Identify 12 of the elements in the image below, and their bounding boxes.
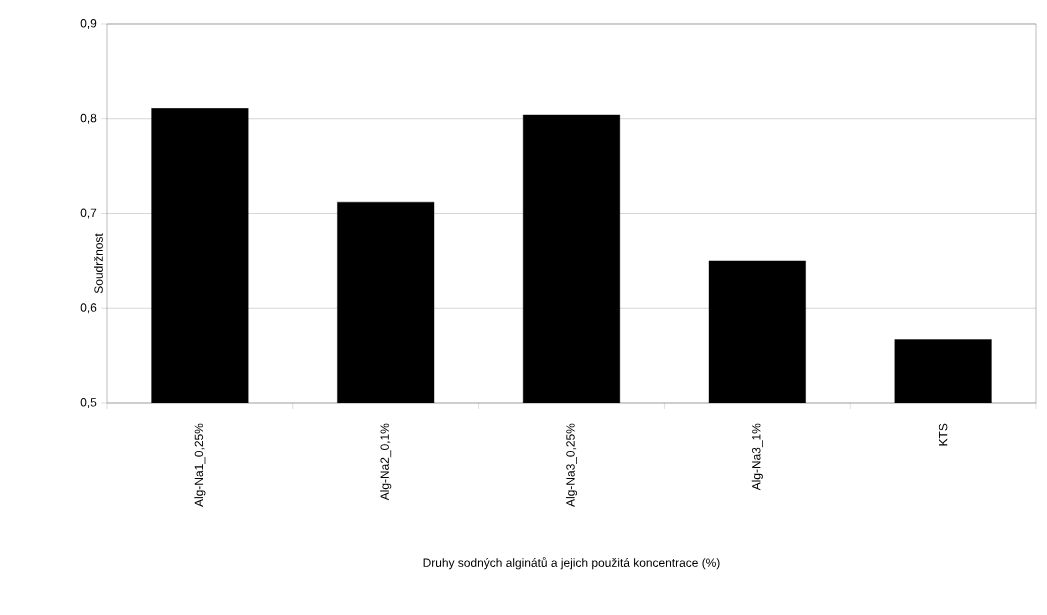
x-tick-label: Alg-Na3_1% [751,423,763,491]
y-tick-label: 0,5 [80,398,97,408]
x-tick-label: KTS [938,423,948,446]
x-tick-label: Alg-Na1_0,25% [194,423,206,507]
y-axis-title: Soudržnost [94,233,103,294]
y-tick-label: 0,8 [80,113,97,124]
x-tick-label: Alg-Na2_0,1% [380,423,392,501]
y-tick-label: 0,7 [80,208,97,219]
y-tick-label: 0,9 [80,19,97,29]
y-tick-label: 0,6 [80,303,97,314]
x-axis-title: Druhy sodných alginátů a jejich použitá koncentrace (%) [423,557,720,570]
x-tick-label: Alg-Na3_0,25% [565,423,578,507]
